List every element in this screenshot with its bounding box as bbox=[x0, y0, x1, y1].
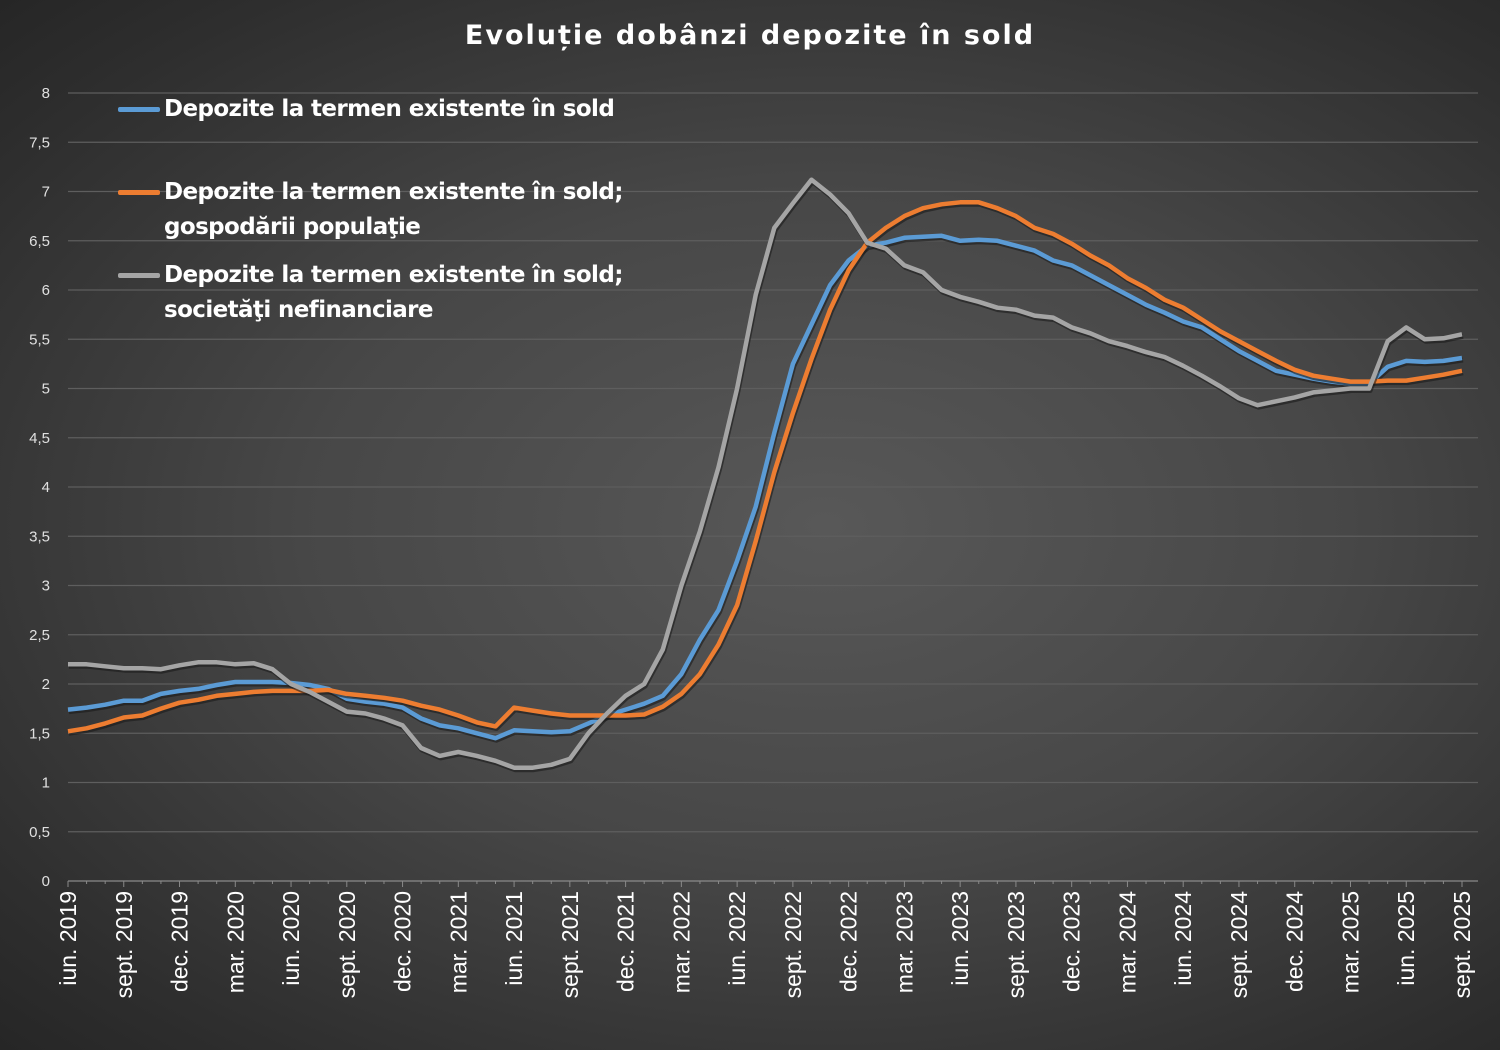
y-tick-label: 5,5 bbox=[29, 331, 50, 348]
x-tick-label: mar. 2020 bbox=[222, 891, 248, 993]
y-tick-label: 0 bbox=[42, 873, 50, 890]
legend-item-gray: Depozite la termen existente în sold; so… bbox=[118, 258, 623, 328]
x-tick-label: iun. 2021 bbox=[501, 891, 527, 986]
legend-label-line2: societăţi nefinanciare bbox=[164, 297, 434, 323]
x-tick-label: sept. 2025 bbox=[1449, 891, 1475, 998]
x-tick-label: sept. 2021 bbox=[557, 891, 583, 998]
series-line-3 bbox=[68, 177, 1463, 770]
legend-label: Depozite la termen existente în sold; bbox=[164, 179, 623, 205]
x-tick-label: dec. 2021 bbox=[613, 891, 639, 992]
legend-label-line2: gospodării populaţie bbox=[164, 214, 421, 240]
y-tick-label: 1,5 bbox=[29, 725, 50, 742]
x-tick-label: mar. 2022 bbox=[668, 891, 694, 993]
x-tick-label: iun. 2024 bbox=[1170, 891, 1196, 986]
y-tick-label: 1 bbox=[42, 775, 50, 792]
legend-swatch bbox=[118, 190, 160, 195]
x-tick-label: dec. 2019 bbox=[167, 891, 193, 992]
x-tick-label: sept. 2022 bbox=[780, 891, 806, 998]
legend-item-blue: Depozite la termen existente în sold bbox=[118, 92, 615, 127]
x-tick-label: mar. 2025 bbox=[1337, 891, 1363, 993]
x-tick-label: mar. 2021 bbox=[445, 891, 471, 993]
x-tick-label: dec. 2023 bbox=[1059, 891, 1085, 992]
y-tick-label: 5 bbox=[42, 381, 50, 398]
x-tick-label: mar. 2023 bbox=[891, 891, 917, 993]
y-tick-label: 7 bbox=[42, 184, 50, 201]
y-tick-label: 6 bbox=[42, 282, 50, 299]
legend-label: Depozite la termen existente în sold; bbox=[164, 262, 623, 288]
legend-swatch bbox=[118, 273, 160, 278]
x-tick-label: iun. 2023 bbox=[947, 891, 973, 986]
legend-label: Depozite la termen existente în sold bbox=[164, 96, 615, 122]
y-tick-label: 2,5 bbox=[29, 627, 50, 644]
x-tick-label: dec. 2024 bbox=[1282, 891, 1308, 992]
legend-item-orange: Depozite la termen existente în sold; go… bbox=[118, 175, 623, 245]
x-tick-label: iun. 2020 bbox=[278, 891, 304, 986]
legend-swatch bbox=[118, 107, 160, 112]
x-tick-label: iun. 2022 bbox=[724, 891, 750, 986]
y-tick-label: 3 bbox=[42, 578, 50, 595]
x-tick-label: iun. 2025 bbox=[1393, 891, 1419, 986]
y-tick-label: 2 bbox=[42, 676, 50, 693]
x-tick-label: dec. 2022 bbox=[836, 891, 862, 992]
y-tick-label: 7,5 bbox=[29, 134, 50, 151]
chart-title: Evoluție dobânzi depozite în sold bbox=[464, 20, 1036, 51]
y-tick-label: 8 bbox=[42, 85, 50, 102]
y-tick-label: 3,5 bbox=[29, 528, 50, 545]
x-tick-label: sept. 2023 bbox=[1003, 891, 1029, 998]
x-tick-label: sept. 2019 bbox=[111, 891, 137, 998]
x-tick-label: iun. 2019 bbox=[55, 891, 81, 986]
y-tick-label: 4 bbox=[42, 479, 50, 496]
y-tick-label: 6,5 bbox=[29, 233, 50, 250]
x-tick-label: mar. 2024 bbox=[1114, 891, 1140, 993]
series-line-1 bbox=[67, 233, 1463, 741]
y-tick-label: 4,5 bbox=[29, 430, 50, 447]
y-tick-label: 0,5 bbox=[29, 824, 50, 841]
x-tick-label: sept. 2024 bbox=[1226, 891, 1252, 999]
x-tick-label: dec. 2020 bbox=[390, 891, 416, 992]
x-tick-label: sept. 2020 bbox=[334, 891, 360, 998]
